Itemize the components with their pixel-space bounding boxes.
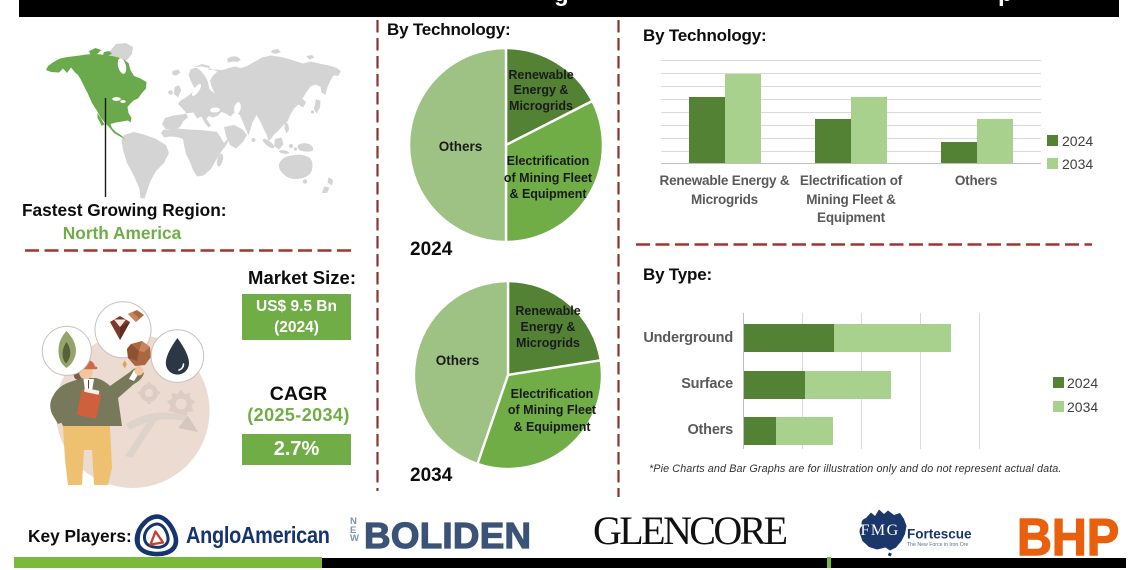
svg-text:The New Force in Iron Ore: The New Force in Iron Ore	[907, 542, 969, 548]
svg-text:FMG: FMG	[861, 522, 900, 539]
svg-text:Fortescue: Fortescue	[907, 527, 972, 542]
